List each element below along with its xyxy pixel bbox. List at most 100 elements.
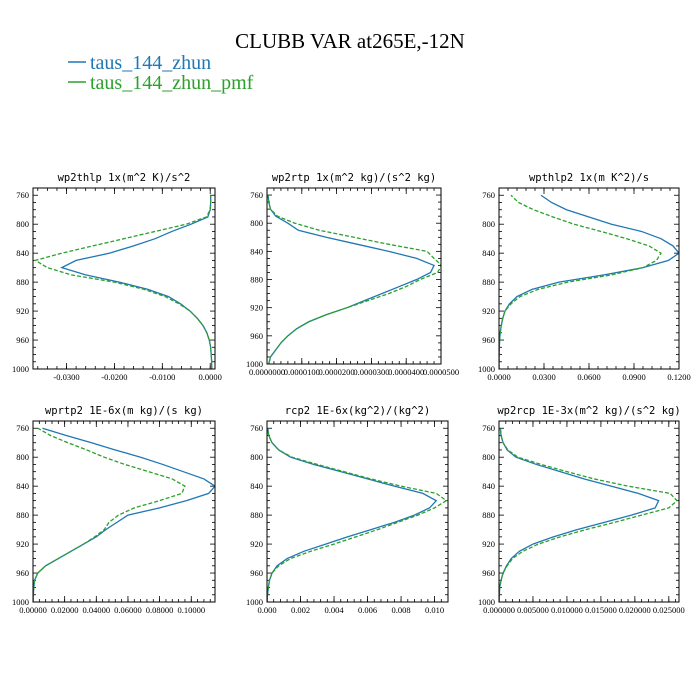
panel-5: wp2rcp 1E-3x(m^2 kg)/(s^2 kg)760 800 840 88… xyxy=(478,405,685,615)
x-tick-label: 0.0000 xyxy=(199,372,222,382)
y-tick-label: 1000 xyxy=(246,359,263,369)
y-tick-label: 880 xyxy=(482,277,495,287)
y-tick-label: 880 xyxy=(482,510,495,520)
x-tick-label: 0.1200 xyxy=(667,372,690,382)
y-tick-label: 760 xyxy=(250,190,263,200)
plot-frame xyxy=(32,187,216,370)
x-tick-label: 0.002 xyxy=(291,605,310,615)
y-tick-label: 960 xyxy=(482,568,495,578)
x-tick-label: 0.0600 xyxy=(577,372,600,382)
y-tick-label: 840 xyxy=(482,248,495,258)
y-tick-label: 960 xyxy=(16,568,29,578)
x-tick-label: 0.0000000 xyxy=(249,367,285,377)
x-tick-label: -0.0100 xyxy=(149,372,175,382)
y-tick-label: 920 xyxy=(16,539,29,549)
y-tick-label: 1000 xyxy=(12,364,29,374)
y-tick-label: 760 xyxy=(16,190,29,200)
series-line-0 xyxy=(267,194,435,364)
figure-title: CLUBB VAR at265E,-12N xyxy=(235,29,465,53)
y-tick-label: 920 xyxy=(16,306,29,316)
y-tick-label: 920 xyxy=(482,539,495,549)
legend-label-1: taus_144_zhun_pmf xyxy=(90,72,254,94)
x-tick-label: 0.08000 xyxy=(146,605,174,615)
series-line-1 xyxy=(499,194,662,369)
y-tick-label: 840 xyxy=(16,248,29,258)
x-tick-label: 0.0000400 xyxy=(388,367,424,377)
panel-2: wpthlp2 1x(m K^2)/s 760 800 840 880 920 960 100… xyxy=(478,172,691,382)
y-tick-label: 880 xyxy=(16,277,29,287)
legend: taus_144_zhun taus_144_zhun_pmf xyxy=(68,52,254,94)
panel-title: wprtp2 1E-6x(m kg)/(s kg) xyxy=(45,405,203,417)
y-tick-label: 920 xyxy=(250,539,263,549)
legend-label-0: taus_144_zhun xyxy=(90,52,211,74)
x-tick-label: 0.04000 xyxy=(82,605,110,615)
y-tick-label: 960 xyxy=(16,335,29,345)
x-tick-label: 0.0000100 xyxy=(284,367,320,377)
panel-title: wp2rtp 1x(m^2 kg)/(s^2 kg) xyxy=(272,172,436,184)
y-tick-label: 960 xyxy=(250,331,263,341)
y-tick-label: 760 xyxy=(482,190,495,200)
y-tick-label: 1000 xyxy=(478,597,495,607)
y-tick-label: 1000 xyxy=(478,364,495,374)
x-tick-label: 0.06000 xyxy=(114,605,142,615)
series-line-1 xyxy=(267,428,448,602)
y-tick-label: 1000 xyxy=(246,597,263,607)
x-tick-label: 0.0000500 xyxy=(423,367,459,377)
x-tick-label: 0.000000 xyxy=(483,605,515,615)
panel-title: wp2rcp 1E-3x(m^2 kg)/(s^2 kg) xyxy=(497,405,680,417)
x-tick-label: 0.0300 xyxy=(532,372,555,382)
series-line-0 xyxy=(499,428,660,602)
x-tick-label: 0.02000 xyxy=(51,605,79,615)
x-tick-label: 0.000 xyxy=(257,605,276,615)
panels: wp2thlp 1x(m^2 K)/s^2 760 800 840 880 920 960 1… xyxy=(12,172,691,615)
x-tick-label: 0.010 xyxy=(425,605,444,615)
panel-title: wp2thlp 1x(m^2 K)/s^2 xyxy=(58,172,191,184)
y-tick-label: 800 xyxy=(250,452,263,462)
x-tick-label: 0.005000 xyxy=(517,605,549,615)
x-tick-label: 0.00000 xyxy=(19,605,47,615)
y-tick-label: 880 xyxy=(250,275,263,285)
y-tick-label: 880 xyxy=(16,510,29,520)
series-line-0 xyxy=(267,428,438,602)
x-tick-label: 0.0900 xyxy=(622,372,645,382)
y-tick-label: 840 xyxy=(482,481,495,491)
y-tick-label: 800 xyxy=(16,219,29,229)
y-tick-label: 960 xyxy=(482,335,495,345)
y-tick-label: 840 xyxy=(250,481,263,491)
y-tick-label: 840 xyxy=(16,481,29,491)
plot-frame xyxy=(266,420,449,603)
plot-frame xyxy=(498,420,680,603)
x-tick-label: -0.0300 xyxy=(53,372,79,382)
x-tick-label: 0.025000 xyxy=(653,605,685,615)
panel-1: wp2rtp 1x(m^2 kg)/(s^2 kg) 760 800 840 880 92… xyxy=(246,172,459,377)
x-tick-label: 0.004 xyxy=(324,605,344,615)
y-tick-label: 880 xyxy=(250,510,263,520)
series-line-1 xyxy=(267,194,441,364)
x-tick-label: 0.0000300 xyxy=(353,367,389,377)
x-tick-label: 0.008 xyxy=(392,605,411,615)
x-tick-label: 0.006 xyxy=(358,605,377,615)
panel-0: wp2thlp 1x(m^2 K)/s^2 760 800 840 880 920 960 1… xyxy=(12,172,222,382)
x-tick-label: 0.015000 xyxy=(585,605,617,615)
y-tick-label: 920 xyxy=(482,306,495,316)
x-tick-label: -0.0200 xyxy=(101,372,127,382)
y-tick-label: 760 xyxy=(482,423,495,433)
y-tick-label: 840 xyxy=(250,246,263,256)
series-line-1 xyxy=(33,427,186,602)
y-tick-label: 800 xyxy=(16,452,29,462)
plot-frame xyxy=(498,187,680,370)
series-line-0 xyxy=(499,194,679,369)
y-tick-label: 760 xyxy=(16,423,29,433)
y-tick-label: 800 xyxy=(482,452,495,462)
series-line-1 xyxy=(33,195,213,369)
plot-frame xyxy=(32,420,216,603)
y-tick-label: 760 xyxy=(250,423,263,433)
x-tick-label: 0.10000 xyxy=(177,605,205,615)
x-tick-label: 0.010000 xyxy=(551,605,583,615)
panel-3: wprtp2 1E-6x(m kg)/(s kg) 760 800 840 880 920… xyxy=(12,405,216,615)
y-tick-label: 800 xyxy=(482,219,495,229)
panel-title: wpthlp2 1x(m K^2)/s xyxy=(529,172,649,184)
panel-title: rcp2 1E-6x(kg^2)/(kg^2) xyxy=(285,405,430,417)
series-line-0 xyxy=(33,427,215,602)
y-tick-label: 800 xyxy=(250,218,263,228)
